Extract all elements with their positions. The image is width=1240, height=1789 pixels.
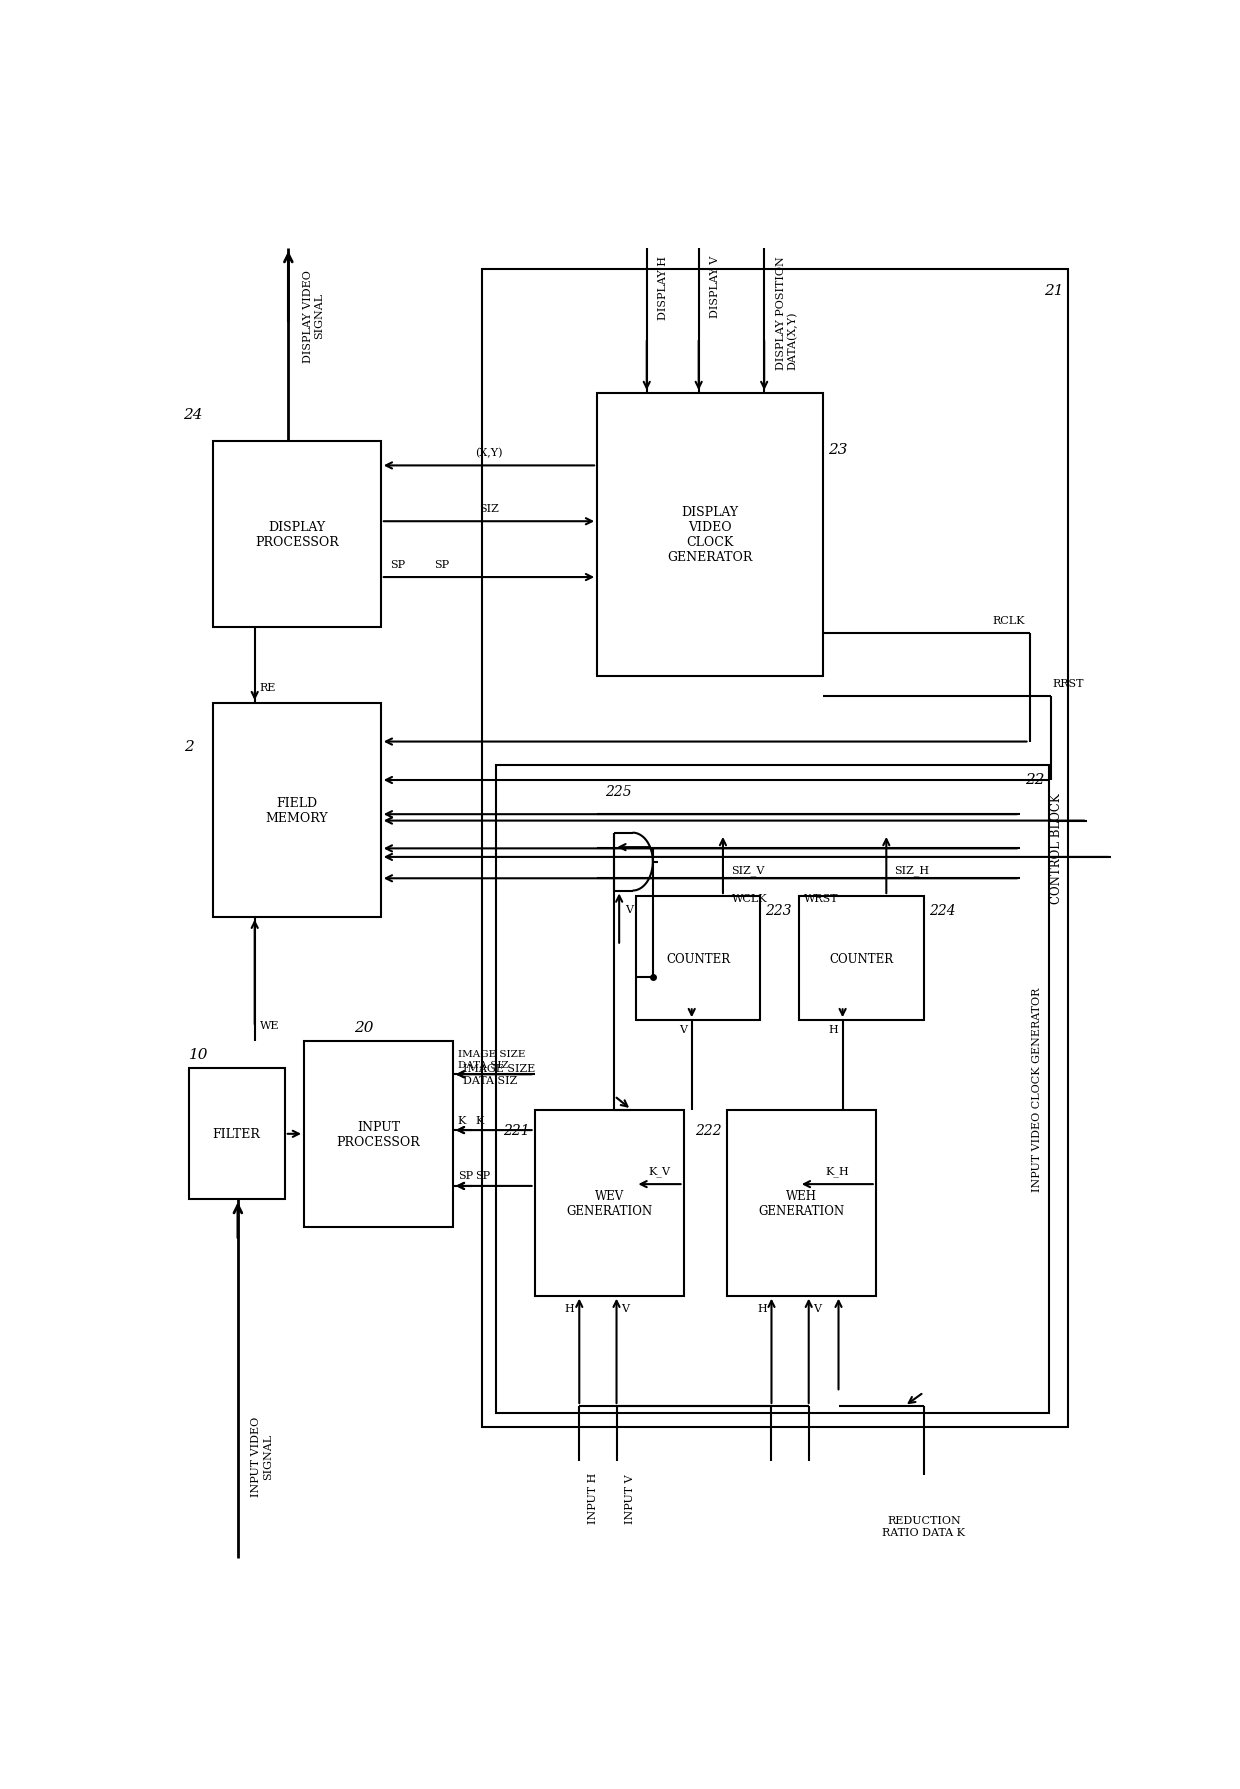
Text: INPUT V: INPUT V bbox=[625, 1474, 635, 1524]
Text: V: V bbox=[625, 905, 632, 914]
Text: 222: 222 bbox=[696, 1123, 722, 1138]
Polygon shape bbox=[596, 394, 823, 676]
Text: 221: 221 bbox=[503, 1123, 529, 1138]
Text: SP: SP bbox=[391, 560, 405, 569]
Polygon shape bbox=[213, 442, 381, 628]
Text: SIZ_V: SIZ_V bbox=[730, 866, 764, 877]
Text: H: H bbox=[756, 1302, 766, 1313]
Text: DISPLAY POSITION
DATA(X,Y): DISPLAY POSITION DATA(X,Y) bbox=[776, 256, 797, 370]
Text: 20: 20 bbox=[353, 1020, 373, 1034]
Text: 2: 2 bbox=[184, 739, 193, 753]
Text: 223: 223 bbox=[765, 903, 792, 918]
Text: INPUT
PROCESSOR: INPUT PROCESSOR bbox=[336, 1120, 420, 1149]
Text: K_V: K_V bbox=[649, 1165, 671, 1175]
Text: K: K bbox=[475, 1115, 484, 1125]
Text: INPUT VIDEO CLOCK GENERATOR: INPUT VIDEO CLOCK GENERATOR bbox=[1032, 988, 1042, 1191]
Text: IMAGE SIZE
DATA SIZ: IMAGE SIZE DATA SIZ bbox=[458, 1050, 525, 1070]
Text: WEV
GENERATION: WEV GENERATION bbox=[565, 1190, 652, 1217]
Text: V: V bbox=[813, 1302, 822, 1313]
Polygon shape bbox=[304, 1041, 453, 1227]
Text: 24: 24 bbox=[184, 408, 203, 422]
Text: REDUCTION
RATIO DATA K: REDUCTION RATIO DATA K bbox=[883, 1515, 965, 1537]
Text: WRST: WRST bbox=[804, 893, 838, 903]
Polygon shape bbox=[213, 703, 381, 918]
Text: INPUT VIDEO
SIGNAL: INPUT VIDEO SIGNAL bbox=[252, 1415, 273, 1496]
Text: INPUT H: INPUT H bbox=[588, 1472, 598, 1524]
Text: RE: RE bbox=[259, 683, 275, 692]
Text: IMAGE SIZE
DATA SIZ: IMAGE SIZE DATA SIZ bbox=[463, 1064, 534, 1086]
Text: K_H: K_H bbox=[826, 1165, 849, 1175]
Text: (X,Y): (X,Y) bbox=[475, 447, 502, 458]
Text: V: V bbox=[621, 1302, 630, 1313]
Text: V: V bbox=[680, 1025, 687, 1034]
Text: WE: WE bbox=[259, 1020, 279, 1030]
Text: RRST: RRST bbox=[1053, 678, 1084, 689]
Text: DISPLAY VIDEO
SIGNAL: DISPLAY VIDEO SIGNAL bbox=[303, 270, 325, 363]
Text: 10: 10 bbox=[188, 1048, 208, 1063]
Text: 22: 22 bbox=[1024, 773, 1044, 787]
Text: DISPLAY V: DISPLAY V bbox=[711, 256, 720, 318]
Text: SP: SP bbox=[458, 1170, 472, 1181]
Text: 23: 23 bbox=[828, 444, 847, 458]
Polygon shape bbox=[727, 1109, 875, 1295]
Polygon shape bbox=[635, 896, 760, 1020]
Text: SIZ_H: SIZ_H bbox=[894, 866, 929, 877]
Text: RCLK: RCLK bbox=[992, 615, 1024, 626]
Text: 224: 224 bbox=[929, 903, 955, 918]
Text: FILTER: FILTER bbox=[213, 1127, 260, 1141]
Text: SIZ: SIZ bbox=[479, 504, 498, 513]
Text: COUNTER: COUNTER bbox=[666, 952, 730, 964]
Text: DISPLAY
VIDEO
CLOCK
GENERATOR: DISPLAY VIDEO CLOCK GENERATOR bbox=[667, 506, 753, 564]
Polygon shape bbox=[799, 896, 924, 1020]
Text: WEH
GENERATION: WEH GENERATION bbox=[758, 1190, 844, 1217]
Text: 225: 225 bbox=[605, 785, 631, 798]
Polygon shape bbox=[188, 1068, 285, 1200]
Text: H: H bbox=[828, 1025, 838, 1034]
Text: SP: SP bbox=[475, 1170, 490, 1181]
Text: 21: 21 bbox=[1044, 283, 1064, 297]
Text: FIELD
MEMORY: FIELD MEMORY bbox=[265, 796, 329, 825]
Text: H: H bbox=[564, 1302, 574, 1313]
Text: SP: SP bbox=[434, 560, 449, 569]
Text: WCLK: WCLK bbox=[732, 893, 768, 903]
Text: DISPLAY H: DISPLAY H bbox=[658, 256, 668, 320]
Text: K: K bbox=[458, 1115, 466, 1125]
Polygon shape bbox=[534, 1109, 683, 1295]
Text: DISPLAY
PROCESSOR: DISPLAY PROCESSOR bbox=[255, 521, 339, 549]
Text: CONTROL BLOCK: CONTROL BLOCK bbox=[1050, 793, 1063, 903]
Text: COUNTER: COUNTER bbox=[830, 952, 893, 964]
